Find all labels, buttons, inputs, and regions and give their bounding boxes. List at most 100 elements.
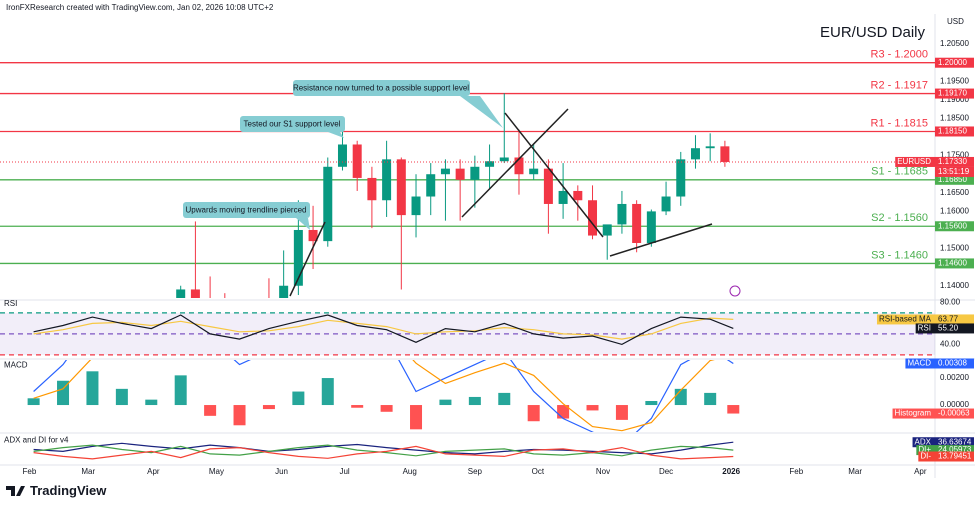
histogram-bar bbox=[380, 405, 393, 412]
x-tick-label: Aug bbox=[403, 467, 417, 476]
level-label: R2 - 1.1917 bbox=[871, 79, 928, 91]
badge-name-bg bbox=[916, 445, 935, 456]
candle-body bbox=[499, 157, 509, 162]
x-tick-label: Feb bbox=[23, 467, 37, 476]
candle-body bbox=[690, 148, 700, 160]
badge-name: RSI-based MA bbox=[879, 315, 932, 324]
macd-pane bbox=[27, 360, 740, 432]
candle-body bbox=[293, 229, 303, 286]
overlay: Resistance now turned to a possible supp… bbox=[183, 80, 741, 297]
badge-value: 0.00308 bbox=[938, 359, 967, 368]
histogram-bar bbox=[645, 400, 658, 406]
y-tick-label: 1.19500 bbox=[940, 76, 969, 85]
x-tick-label: Feb bbox=[789, 467, 803, 476]
histogram-bar bbox=[204, 405, 217, 416]
badge-value: 1.16850 bbox=[938, 175, 967, 184]
candle-body bbox=[190, 289, 200, 298]
trendline bbox=[504, 112, 604, 238]
candle-body bbox=[426, 174, 436, 197]
candle-body bbox=[440, 168, 450, 175]
candle-body bbox=[720, 146, 730, 162]
candle-body bbox=[602, 224, 612, 236]
candle-body bbox=[646, 211, 656, 243]
callout-pointer bbox=[328, 132, 344, 138]
y-tick-label: 1.16000 bbox=[940, 207, 969, 216]
badge-value: -0.00063 bbox=[938, 409, 970, 418]
badge-value: 13.79451 bbox=[938, 452, 972, 461]
candle-body bbox=[514, 157, 524, 175]
currency: USD bbox=[947, 17, 964, 26]
candle-body bbox=[323, 166, 333, 242]
price-badge bbox=[935, 323, 974, 334]
histogram-bar bbox=[174, 375, 187, 406]
candle-body bbox=[176, 289, 186, 298]
callout-box bbox=[183, 202, 310, 218]
y-tick-label: 0.00000 bbox=[940, 400, 969, 409]
candle-body bbox=[396, 159, 406, 216]
event-icon[interactable] bbox=[729, 285, 741, 297]
candle-body bbox=[705, 146, 715, 149]
y-tick-label: 1.16500 bbox=[940, 188, 969, 197]
histogram-bar bbox=[410, 405, 423, 430]
histogram-bar bbox=[145, 399, 158, 406]
callout-pointer bbox=[460, 96, 503, 128]
x-tick-label: 2026 bbox=[722, 467, 740, 476]
candle-body bbox=[308, 229, 318, 242]
candle-body bbox=[470, 166, 480, 180]
y-tick-label: 0.00200 bbox=[940, 373, 969, 382]
candle-body bbox=[676, 159, 686, 197]
trendline bbox=[461, 108, 569, 218]
indicator-line bbox=[33, 444, 734, 457]
badge-name: EURUSD bbox=[897, 157, 931, 166]
callout-pointer bbox=[296, 218, 310, 230]
histogram-bar bbox=[615, 405, 628, 420]
histogram-bar bbox=[27, 398, 40, 406]
indicator-line bbox=[33, 441, 734, 455]
price-badge bbox=[935, 437, 974, 448]
indicator-line bbox=[33, 317, 734, 340]
candle-body bbox=[573, 190, 583, 201]
x-tick-label: May bbox=[209, 467, 224, 476]
logo-mark bbox=[6, 486, 25, 496]
badge-value: 1.17330 bbox=[938, 157, 967, 166]
pane-title: MACD bbox=[4, 361, 28, 370]
x-tick-label: Jun bbox=[275, 467, 288, 476]
candle-body bbox=[352, 144, 362, 178]
candle-body bbox=[617, 203, 627, 225]
y-tick-label: 80.00 bbox=[940, 298, 961, 307]
badge-name-bg bbox=[892, 408, 935, 419]
histogram-bar bbox=[292, 391, 305, 406]
candle-body bbox=[337, 144, 347, 167]
histogram-bar bbox=[351, 405, 364, 408]
histogram-bar bbox=[704, 392, 717, 406]
pane-title: ADX and DI for v4 bbox=[4, 436, 69, 445]
candle-body bbox=[411, 196, 421, 216]
chart-title: EUR/USD Daily bbox=[820, 24, 926, 41]
x-tick-label: Jul bbox=[339, 467, 349, 476]
level-label: R3 - 1.2000 bbox=[871, 49, 928, 61]
candle-body bbox=[529, 168, 539, 175]
price-badge bbox=[935, 445, 974, 456]
y-tick-label: 1.18500 bbox=[940, 114, 969, 123]
countdown-bg bbox=[935, 166, 974, 177]
candle-body bbox=[455, 168, 465, 180]
candle-body bbox=[367, 177, 377, 201]
price-badge bbox=[935, 451, 974, 462]
level-label: R1 - 1.1815 bbox=[871, 117, 928, 129]
badge-value: 1.15600 bbox=[938, 221, 967, 230]
pane-title: RSI bbox=[4, 299, 17, 308]
price-badge bbox=[935, 358, 974, 369]
badge-value: 63.77 bbox=[938, 315, 959, 324]
x-tick-label: Dec bbox=[659, 467, 673, 476]
trendline bbox=[289, 221, 326, 297]
x-tick-label: Mar bbox=[81, 467, 95, 476]
candle-body bbox=[279, 285, 289, 298]
logo: TradingView bbox=[6, 483, 107, 498]
badge-name: ADX bbox=[915, 437, 932, 446]
indicator-line bbox=[33, 360, 715, 432]
badge-name-bg bbox=[876, 314, 935, 325]
badge-name: Histogram bbox=[895, 409, 932, 418]
histogram-bar bbox=[468, 396, 481, 406]
histogram-bar bbox=[527, 405, 540, 422]
badge-name: MACD bbox=[907, 359, 931, 368]
